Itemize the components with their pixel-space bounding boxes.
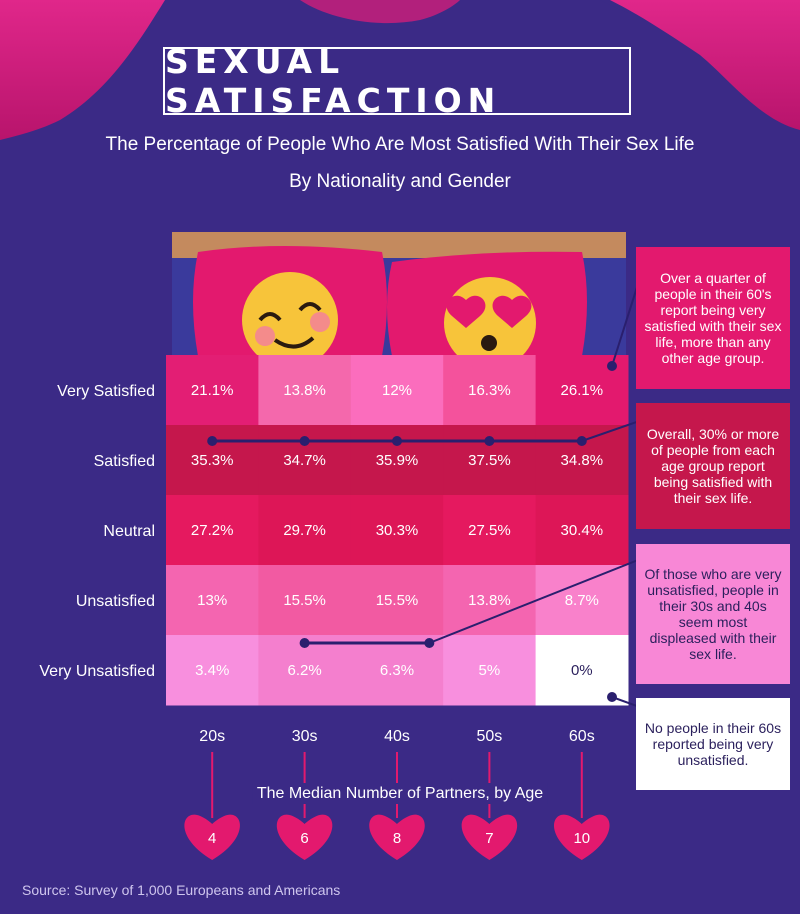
connector-line (428, 555, 649, 644)
median-partners-value: 4 (208, 830, 216, 847)
heart-icon (184, 814, 240, 860)
heart-icon (276, 814, 333, 860)
callout-very-unsatisfied: Of those who are very unsatisfied, peopl… (636, 544, 790, 684)
connector-dot (607, 361, 617, 371)
subtitle-line-2: By Nationality and Gender (289, 171, 511, 192)
heatmap-cell (166, 565, 259, 636)
cell-value-label: 30.4% (561, 522, 604, 539)
cell-value-label: 29.7% (283, 522, 326, 539)
heatmap-cell (535, 495, 629, 566)
cell-value-label: 16.3% (468, 382, 511, 399)
median-partners-title-bg (252, 783, 548, 804)
cell-value-label: 0% (571, 662, 593, 679)
heart-eyes-face-icon (444, 277, 536, 369)
heatmap-cell (166, 495, 259, 566)
median-partners-title: The Median Number of Partners, by Age (257, 785, 543, 802)
cell-value-label: 5% (479, 662, 501, 679)
sheet-right (610, 0, 800, 130)
callout-satisfied: Overall, 30% or more of people from each… (636, 403, 790, 529)
connector-dot (392, 436, 402, 446)
cell-value-label: 34.7% (283, 452, 326, 469)
column-label: 30s (292, 728, 318, 745)
heatmap-cell (443, 495, 537, 566)
cell-value-label: 35.9% (376, 452, 419, 469)
heatmap-cell (535, 565, 629, 636)
heatmap-cell (166, 355, 259, 426)
heatmap-cell (443, 565, 537, 636)
cell-value-label: 27.5% (468, 522, 511, 539)
heatmap-cell (350, 495, 444, 566)
source-note: Source: Survey of 1,000 Europeans and Am… (22, 882, 341, 898)
cell-value-label: 21.1% (191, 382, 234, 399)
cell-value-label: 8.7% (565, 592, 599, 609)
connector-dot (607, 692, 617, 702)
column-label: 40s (384, 728, 410, 745)
median-partners-value: 8 (393, 830, 401, 847)
cell-value-label: 15.5% (376, 592, 419, 609)
page-title: SEXUAL SATISFACTION (165, 42, 502, 120)
callout-no-60s-unsatisfied: No people in their 60s reported being ve… (636, 698, 790, 790)
cell-value-label: 34.8% (561, 452, 604, 469)
cell-value-label: 3.4% (195, 662, 229, 679)
column-label: 20s (199, 728, 225, 745)
median-partners-value: 10 (573, 830, 590, 847)
row-label: Very Unsatisfied (39, 663, 155, 680)
median-partners-value: 7 (485, 830, 493, 847)
subtitle-line-1: The Percentage of People Who Are Most Sa… (105, 134, 695, 155)
connector-dot (299, 436, 310, 446)
cell-value-label: 12% (382, 382, 412, 399)
connector-dot (207, 436, 218, 446)
cell-value-label: 35.3% (191, 452, 234, 469)
heatmap-cell (258, 495, 352, 566)
cell-value-label: 37.5% (468, 452, 511, 469)
title-box: SEXUAL SATISFACTION (163, 42, 631, 120)
connector-dot (484, 436, 495, 446)
row-label: Satisfied (94, 453, 155, 470)
heatmap-cell (258, 565, 352, 636)
heatmap-cell (258, 355, 352, 426)
sheet-left (0, 0, 165, 140)
cell-value-label: 13% (197, 592, 227, 609)
cell-value-label: 30.3% (376, 522, 419, 539)
row-label: Unsatisfied (76, 593, 155, 610)
callout-text: Overall, 30% or more of people from each… (646, 426, 780, 506)
cell-value-label: 6.3% (380, 662, 414, 679)
smiling-face-icon (242, 272, 338, 368)
cell-value-label: 6.2% (287, 662, 321, 679)
heart-icon (369, 814, 425, 860)
column-label: 60s (569, 728, 595, 745)
callout-text: Of those who are very unsatisfied, peopl… (644, 566, 782, 662)
cell-value-label: 15.5% (283, 592, 326, 609)
cell-value-label: 27.2% (191, 522, 234, 539)
column-label: 50s (477, 728, 503, 745)
row-label: Very Satisfied (57, 383, 155, 400)
heatmap-cell (350, 565, 444, 636)
heatmap-cell (350, 355, 444, 426)
median-partners-value: 6 (300, 830, 308, 847)
callout-very-satisfied: Over a quarter of people in their 60's r… (636, 247, 790, 389)
cell-value-label: 13.8% (468, 592, 511, 609)
heatmap-cell (166, 635, 259, 706)
heatmap-cell (443, 355, 537, 426)
heatmap-cell (443, 635, 537, 706)
cell-value-label: 13.8% (283, 382, 326, 399)
heart-icon (461, 814, 518, 860)
cell-value-label: 26.1% (561, 382, 604, 399)
callout-text: No people in their 60s reported being ve… (644, 720, 782, 768)
callout-text: Over a quarter of people in their 60's r… (644, 270, 782, 366)
row-label: Neutral (103, 523, 155, 540)
heart-icon (554, 814, 610, 860)
connector-dot (299, 638, 310, 648)
